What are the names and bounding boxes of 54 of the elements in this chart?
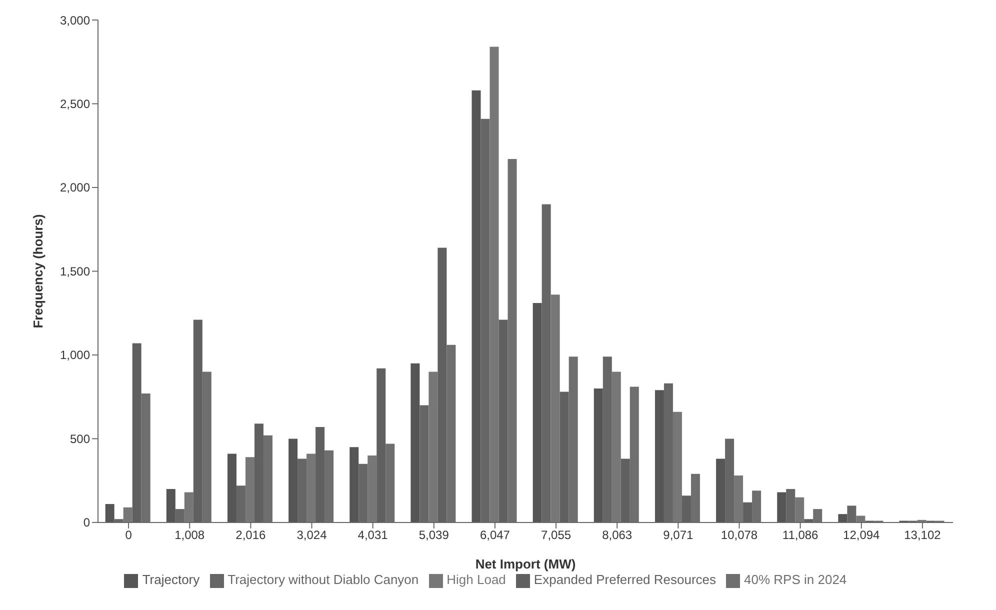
bar [306,454,316,522]
y-tick-label: 2,000 [60,180,90,195]
bar [472,90,481,522]
x-tick-label: 5,039 [418,528,450,542]
x-tick-label: 2,016 [236,528,266,542]
x-axis-title: Net Import (MW) [475,556,576,572]
x-tick-label: 10,078 [720,528,758,542]
legend-label: High Load [446,572,506,588]
bar [105,504,114,522]
bar [550,294,560,522]
bar [734,476,744,522]
bar [428,372,438,522]
y-tick-label: 0 [83,516,90,530]
bar [654,390,664,522]
bar [612,372,621,522]
y-tick-label: 500 [70,432,90,446]
bar [227,454,236,522]
legend-label: Trajectory without Diablo Canyon [228,572,419,588]
bar [288,438,298,522]
bar [838,514,848,522]
x-tick-label: 12,094 [843,528,880,542]
bar [123,507,132,522]
bar [490,46,499,522]
bar [245,457,254,522]
x-tick-label: 6,047 [480,528,510,542]
bar [184,492,194,522]
legend-label: Trajectory [142,572,200,588]
bar [594,388,603,522]
y-tick-label: 2,500 [60,97,90,111]
x-tick-label: 11,086 [782,528,819,542]
y-tick-label: 1,500 [60,264,90,278]
x-tick-label: 13,102 [904,528,942,542]
x-tick-label: 7,055 [541,528,572,542]
x-tick-label: 0 [125,528,132,542]
y-tick-label: 3,000 [60,13,90,28]
x-tick-label: 1,008 [174,528,205,542]
x-tick-label: 9,071 [663,528,694,542]
y-tick-label: 1,000 [60,348,90,362]
x-tick-label: 3,024 [296,528,328,542]
x-tick-label: 8,063 [602,528,632,542]
x-tick-label: 4,031 [358,528,388,542]
bar [410,363,420,522]
y-axis-title: Frequency (hours) [30,214,46,328]
bar [716,458,726,522]
legend-label: 40% RPS in 2024 [744,572,847,588]
bar [777,492,786,522]
bar [856,516,866,522]
legend-label: Expanded Preferred Resources [534,572,716,588]
bar [532,303,542,522]
bar [368,455,377,522]
bar [672,412,682,522]
bar [795,497,804,522]
bar [166,488,176,522]
bar [350,447,359,522]
